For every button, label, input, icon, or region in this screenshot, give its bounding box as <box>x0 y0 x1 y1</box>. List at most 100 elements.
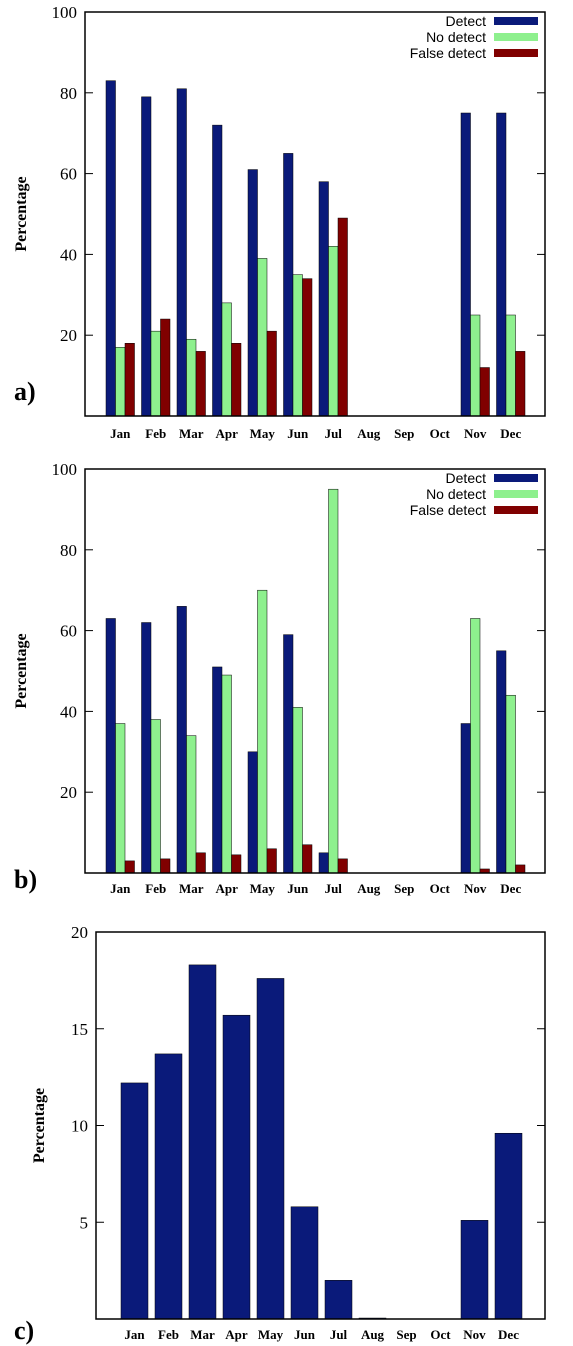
bar <box>460 112 471 417</box>
bar <box>221 302 232 417</box>
x-tick-label: Feb <box>145 426 166 441</box>
y-tick-label: 60 <box>60 622 77 641</box>
x-tick-label: Jul <box>325 426 343 441</box>
bar <box>186 338 197 417</box>
x-tick-label: Feb <box>158 1327 179 1342</box>
bar <box>141 622 152 874</box>
bar <box>318 852 329 874</box>
bar <box>496 112 507 417</box>
y-tick-label: 80 <box>60 541 77 560</box>
y-axis-label: Percentage <box>31 1088 48 1163</box>
x-tick-label: May <box>258 1327 284 1342</box>
bar <box>195 852 206 874</box>
x-tick-label: Oct <box>430 426 451 441</box>
bar <box>186 735 197 874</box>
x-tick-label: Jun <box>287 426 309 441</box>
bar <box>496 650 507 874</box>
y-tick-label: 80 <box>60 84 77 103</box>
bar <box>328 488 339 874</box>
y-tick-label: 5 <box>80 1213 89 1232</box>
bar <box>292 707 303 874</box>
legend-label: False detect <box>410 45 486 61</box>
x-tick-label: Apr <box>225 1327 248 1342</box>
x-tick-label: Oct <box>430 1327 451 1342</box>
bar <box>150 719 161 874</box>
bar <box>247 751 258 874</box>
chart-a: Jan Feb Mar Apr May Jun Jul Aug Sep Oct Nov Dec 20 40… <box>13 3 546 441</box>
bar <box>515 351 526 417</box>
bar <box>324 1280 353 1320</box>
bar <box>188 964 217 1320</box>
legend-swatch <box>494 506 538 514</box>
bar <box>283 153 294 417</box>
bar <box>160 858 171 874</box>
x-tick-label: Dec <box>500 426 521 441</box>
x-tick-label: Jan <box>110 426 131 441</box>
x-tick-label: Mar <box>179 881 204 896</box>
legend-label: No detect <box>426 486 486 502</box>
legend-label: No detect <box>426 29 486 45</box>
y-tick-label: 20 <box>71 923 88 942</box>
bar <box>470 618 481 874</box>
bar <box>124 860 135 874</box>
y-tick-label: 10 <box>71 1117 88 1136</box>
x-tick-label: Nov <box>464 881 487 896</box>
bar <box>195 351 206 417</box>
bar <box>505 314 516 417</box>
legend-swatch <box>494 49 538 57</box>
bar <box>328 246 339 417</box>
x-tick-label: Jun <box>294 1327 316 1342</box>
bar <box>115 347 126 417</box>
bar <box>176 606 187 874</box>
plot-frame <box>84 468 546 874</box>
bar <box>105 80 116 417</box>
bar <box>460 723 471 874</box>
bar <box>505 694 516 874</box>
x-tick-label: Jul <box>330 1327 348 1342</box>
legend-swatch <box>494 474 538 482</box>
bar <box>515 864 526 874</box>
x-tick-label: Apr <box>216 426 239 441</box>
panel-label: a) <box>14 377 36 406</box>
bar <box>290 1206 319 1320</box>
bar <box>256 978 285 1320</box>
x-tick-label: Jun <box>287 881 309 896</box>
x-tick-label: May <box>250 881 276 896</box>
x-tick-label: Jan <box>124 1327 145 1342</box>
bar <box>120 1082 149 1320</box>
bar <box>292 274 303 417</box>
x-tick-label: Feb <box>145 881 166 896</box>
y-tick-label: 20 <box>60 783 77 802</box>
bar <box>283 634 294 874</box>
bar <box>160 318 171 417</box>
x-tick-label: Sep <box>394 426 414 441</box>
bar <box>141 96 152 417</box>
x-tick-label: Mar <box>190 1327 215 1342</box>
x-tick-label: Jan <box>110 881 131 896</box>
bar <box>247 169 258 417</box>
y-tick-label: 15 <box>71 1020 88 1039</box>
x-tick-label: Dec <box>498 1327 519 1342</box>
plot-frame <box>84 11 546 417</box>
y-tick-label: 40 <box>60 702 77 721</box>
x-tick-label: Jul <box>325 881 343 896</box>
y-tick-label: 100 <box>52 460 78 479</box>
bar <box>231 854 242 874</box>
bar <box>479 367 490 417</box>
bar <box>176 88 187 417</box>
x-tick-label: Sep <box>396 1327 416 1342</box>
bar <box>154 1053 183 1320</box>
bar <box>222 1014 251 1320</box>
x-tick-label: May <box>250 426 276 441</box>
panel-label: c) <box>14 1316 34 1345</box>
y-tick-label: 60 <box>60 165 77 184</box>
x-tick-label: Aug <box>357 426 381 441</box>
y-axis-label: Percentage <box>13 633 30 708</box>
chart-c: Jan Feb Mar Apr May Jun Jul Aug Sep Oct Nov Dec 5 10 1… <box>14 923 546 1345</box>
x-tick-label: Sep <box>394 881 414 896</box>
x-tick-label: Aug <box>357 881 381 896</box>
bar <box>302 278 313 417</box>
legend-label: Detect <box>446 470 487 486</box>
x-tick-label: Dec <box>500 881 521 896</box>
bar <box>494 1132 523 1320</box>
